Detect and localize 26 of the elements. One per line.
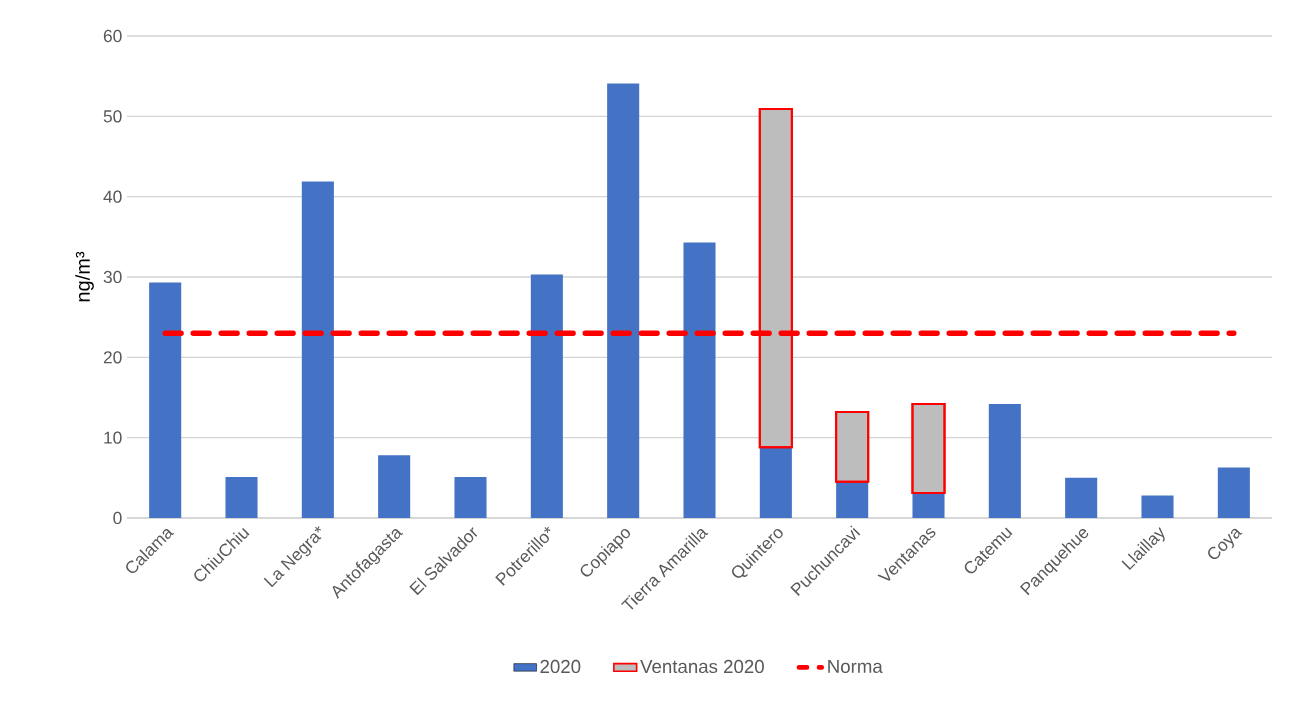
bar: [912, 493, 945, 518]
bar: [530, 274, 563, 518]
y-tick-label: 10: [104, 431, 122, 444]
bar: [683, 242, 716, 518]
bar: [149, 282, 182, 518]
bar: [759, 447, 792, 518]
y-tick-label: 50: [103, 110, 122, 123]
legend-label: Ventanas 2020: [640, 659, 764, 674]
bar: [1141, 495, 1174, 518]
bar: [454, 477, 487, 518]
bar: [1217, 467, 1250, 518]
bar: [607, 83, 640, 518]
y-tick-label: 60: [103, 29, 122, 43]
legend-label: Norma: [828, 659, 883, 674]
bar: [378, 455, 411, 518]
legend-label: 2020: [540, 659, 581, 674]
bar: [225, 477, 258, 518]
y-tick-label: 20: [103, 351, 122, 364]
bar: [988, 403, 1021, 518]
y-axis-title: ng/m³: [75, 251, 94, 302]
bar: [836, 481, 869, 518]
y-tick-label: 30: [103, 270, 122, 284]
y-tick-label: 0: [113, 511, 122, 525]
bar: [301, 181, 334, 518]
bar: [1065, 477, 1098, 518]
y-tick-label: 40: [103, 190, 122, 203]
